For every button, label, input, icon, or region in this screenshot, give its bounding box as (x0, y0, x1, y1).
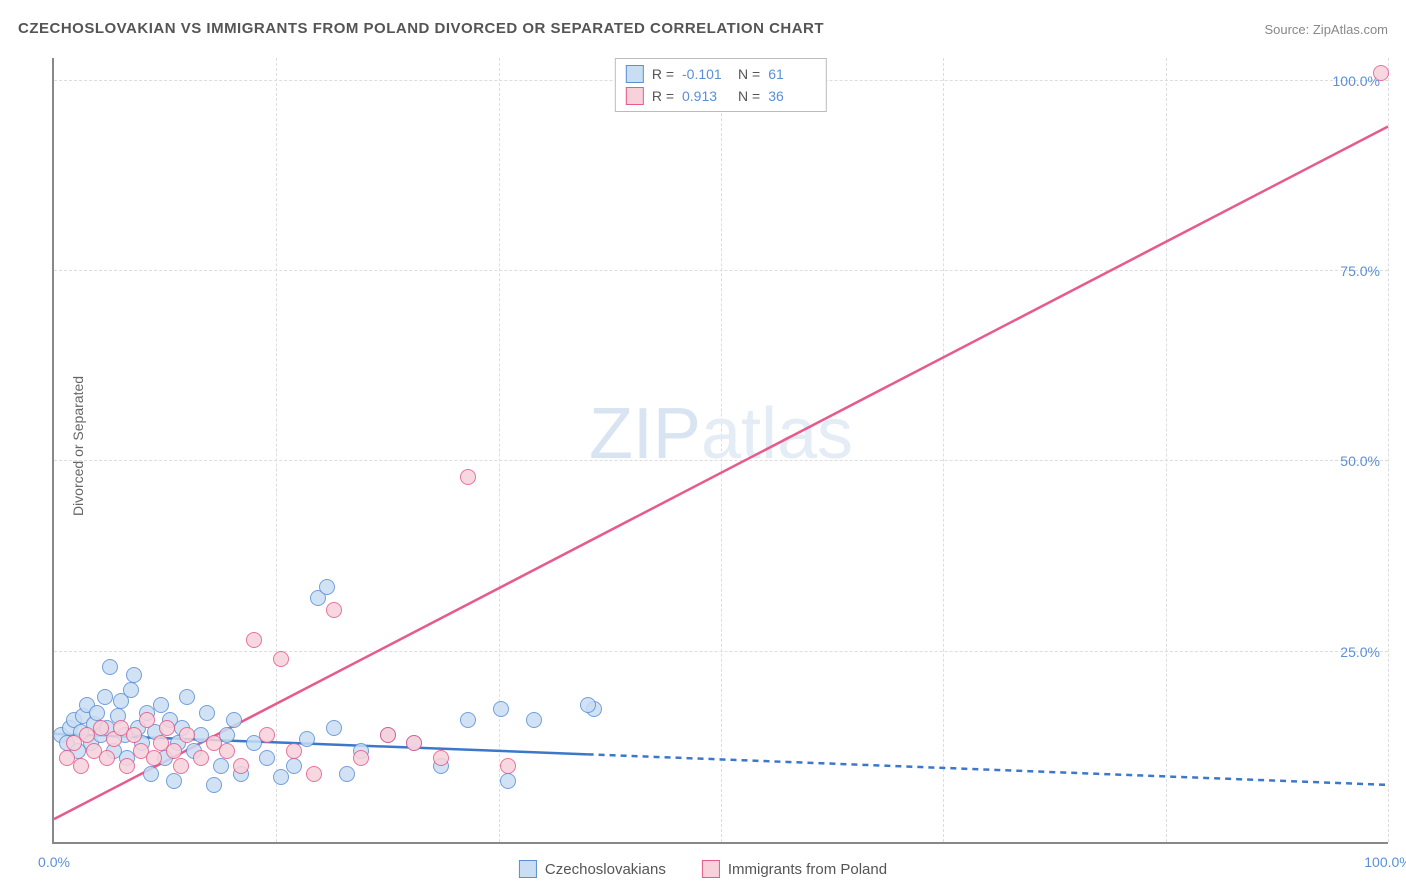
chart-title: CZECHOSLOVAKIAN VS IMMIGRANTS FROM POLAN… (18, 20, 824, 37)
scatter-point-poland (219, 743, 235, 759)
scatter-point-poland (433, 750, 449, 766)
scatter-point-czech (123, 682, 139, 698)
scatter-point-poland (286, 743, 302, 759)
scatter-point-czech (179, 689, 195, 705)
scatter-point-poland (246, 632, 262, 648)
legend-item-czech: Czechoslovakians (519, 860, 666, 878)
legend-swatch-poland (702, 860, 720, 878)
scatter-point-czech (206, 777, 222, 793)
scatter-point-poland (1373, 65, 1389, 81)
scatter-point-czech (326, 720, 342, 736)
scatter-point-poland (119, 758, 135, 774)
scatter-point-poland (173, 758, 189, 774)
scatter-point-poland (73, 758, 89, 774)
scatter-point-czech (166, 773, 182, 789)
legend-label-czech: Czechoslovakians (545, 861, 666, 878)
scatter-point-czech (319, 579, 335, 595)
scatter-point-czech (273, 769, 289, 785)
scatter-point-czech (199, 705, 215, 721)
scatter-point-czech (97, 689, 113, 705)
scatter-point-czech (460, 712, 476, 728)
scatter-point-poland (93, 720, 109, 736)
scatter-point-poland (99, 750, 115, 766)
scatter-point-czech (493, 701, 509, 717)
scatter-point-poland (193, 750, 209, 766)
scatter-point-poland (179, 727, 195, 743)
scatter-point-czech (153, 697, 169, 713)
swatch-poland (626, 87, 644, 105)
scatter-point-czech (102, 659, 118, 675)
scatter-point-poland (126, 727, 142, 743)
scatter-point-poland (146, 750, 162, 766)
scatter-point-poland (273, 651, 289, 667)
trend-lines (54, 58, 1388, 842)
scatter-point-poland (259, 727, 275, 743)
scatter-point-poland (306, 766, 322, 782)
legend-label-poland: Immigrants from Poland (728, 861, 887, 878)
scatter-point-poland (500, 758, 516, 774)
scatter-point-poland (460, 469, 476, 485)
scatter-point-czech (299, 731, 315, 747)
scatter-point-czech (126, 667, 142, 683)
x-tick-label: 100.0% (1364, 854, 1406, 870)
scatter-point-poland (380, 727, 396, 743)
stats-box: R =-0.101N =61R =0.913N =36 (615, 58, 827, 112)
scatter-point-czech (259, 750, 275, 766)
scatter-point-czech (213, 758, 229, 774)
legend: Czechoslovakians Immigrants from Poland (519, 860, 887, 878)
scatter-point-poland (326, 602, 342, 618)
scatter-point-poland (406, 735, 422, 751)
scatter-point-poland (159, 720, 175, 736)
scatter-point-czech (580, 697, 596, 713)
x-tick-label: 0.0% (38, 854, 70, 870)
scatter-point-poland (166, 743, 182, 759)
scatter-point-czech (500, 773, 516, 789)
plot-area: 25.0%50.0%75.0%100.0%0.0%100.0%ZIPatlasR… (52, 58, 1388, 844)
scatter-point-czech (339, 766, 355, 782)
source-label: Source: ZipAtlas.com (1264, 22, 1388, 37)
swatch-czech (626, 65, 644, 83)
scatter-point-czech (226, 712, 242, 728)
stats-row-czech: R =-0.101N =61 (626, 63, 816, 85)
scatter-point-poland (353, 750, 369, 766)
scatter-point-czech (526, 712, 542, 728)
scatter-point-poland (139, 712, 155, 728)
stats-row-poland: R =0.913N =36 (626, 85, 816, 107)
scatter-point-czech (286, 758, 302, 774)
legend-item-poland: Immigrants from Poland (702, 860, 887, 878)
legend-swatch-czech (519, 860, 537, 878)
scatter-point-poland (233, 758, 249, 774)
scatter-point-czech (143, 766, 159, 782)
scatter-point-czech (89, 705, 105, 721)
gridline-vertical (1388, 58, 1389, 842)
